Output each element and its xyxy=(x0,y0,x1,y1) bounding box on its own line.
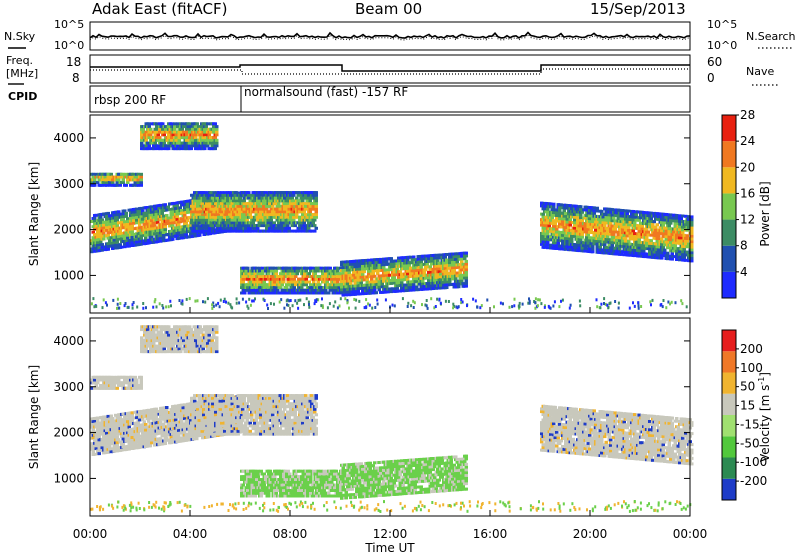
nave-label: Nave xyxy=(746,65,774,78)
nave-trace xyxy=(90,68,690,75)
noise-trace xyxy=(89,31,691,39)
velocity-colorbar-label: Velocity [m s xyxy=(758,385,772,462)
colorbar-segment xyxy=(722,351,736,373)
station-title: Adak East (fitACF) xyxy=(92,0,227,18)
colorbar-tick-label: 16 xyxy=(740,186,755,200)
beam-title: Beam 00 xyxy=(355,0,422,18)
colorbar-segment xyxy=(722,393,736,415)
x-tick-label: 16:00 xyxy=(473,527,508,541)
velocity-y-label: Slant Range [km] xyxy=(27,365,41,469)
colorbar-segment xyxy=(722,219,736,246)
x-tick-label: 12:00 xyxy=(373,527,408,541)
freq-tick-top: 18 xyxy=(66,55,81,69)
colorbar-segment xyxy=(722,457,736,479)
velocity-colorbar-label-end: ] xyxy=(758,372,772,377)
y-tick-label: 3000 xyxy=(53,177,84,191)
colorbar-tick-label: -200 xyxy=(740,474,767,488)
date-title: 15/Sep/2013 xyxy=(590,0,686,18)
colorbar-segment xyxy=(722,436,736,458)
velocity-heatmap xyxy=(90,325,694,513)
power-heatmap xyxy=(90,122,694,310)
colorbar-tick-label: 100 xyxy=(740,361,763,375)
cpid-panel: CPID rbsp 200 RF normalsound (fast) -157… xyxy=(8,83,691,113)
velocity-colorbar-label-group: Velocity [m s-1] xyxy=(757,372,772,462)
nsearch-tick-top: 10^5 xyxy=(707,18,737,31)
colorbar-segment xyxy=(722,372,736,394)
x-tick-label: 00:00 xyxy=(73,527,108,541)
power-y-label: Slant Range [km] xyxy=(27,162,41,266)
colorbar-tick-label: 12 xyxy=(740,213,755,227)
velocity-y-axis: 1000 2000 3000 4000 xyxy=(53,334,690,485)
cpid-label: CPID xyxy=(8,90,37,103)
x-tick-label: 20:00 xyxy=(573,527,608,541)
power-colorbar-label: Power [dB] xyxy=(758,181,772,246)
colorbar-segment xyxy=(722,245,736,272)
x-tick-label: 00:00 xyxy=(673,527,708,541)
y-tick-label: 2000 xyxy=(53,223,84,237)
colorbar-tick-label: 24 xyxy=(740,134,755,148)
colorbar-tick-label: 200 xyxy=(740,342,763,356)
frequency-panel: Freq. [MHz] 18 8 60 0 Nave xyxy=(6,54,780,86)
noise-search-trace xyxy=(89,33,691,41)
colorbar-tick-label: 20 xyxy=(740,160,755,174)
colorbar-segment xyxy=(722,415,736,437)
colorbar-tick-label: 50 xyxy=(740,380,755,394)
y-tick-label: 3000 xyxy=(53,380,84,394)
power-panel: 1000 2000 3000 4000 Slant Range [km] 4 8 12 16… xyxy=(27,108,772,314)
y-tick-label: 1000 xyxy=(53,268,84,282)
y-tick-label: 4000 xyxy=(53,334,84,348)
colorbar-segment xyxy=(722,115,736,142)
y-tick-label: 4000 xyxy=(53,131,84,145)
cpid-mode-2: normalsound (fast) -157 RF xyxy=(244,85,408,99)
colorbar-segment xyxy=(722,330,736,352)
colorbar-tick-label: 4 xyxy=(740,265,748,279)
noise-panel: N.Sky 10^5 10^0 10^5 10^0 N.Search xyxy=(4,18,796,52)
cpid-mode-1: rbsp 200 RF xyxy=(94,93,166,107)
colorbar-tick-label: -50 xyxy=(740,436,760,450)
velocity-panel: 1000 2000 3000 4000 Slant Range [km] 200 100… xyxy=(27,317,772,517)
nave-tick-bottom: 0 xyxy=(707,71,715,85)
y-tick-label: 1000 xyxy=(53,471,84,485)
time-axis: 00:00 04:00 08:00 12:00 16:00 20:00 00:00 xyxy=(73,307,708,541)
nsky-tick-bottom: 10^0 xyxy=(54,39,84,52)
colorbar-segment xyxy=(722,167,736,194)
nsearch-label: N.Search xyxy=(746,30,796,43)
nsearch-tick-bottom: 10^0 xyxy=(707,39,737,52)
y-tick-label: 2000 xyxy=(53,426,84,440)
time-axis-label: Time UT xyxy=(364,541,415,554)
nsky-label: N.Sky xyxy=(4,30,36,43)
colorbar-tick-label: 8 xyxy=(740,239,748,253)
freq-tick-bottom: 8 xyxy=(72,71,80,85)
colorbar-segment xyxy=(722,271,736,298)
nave-tick-top: 60 xyxy=(707,55,722,69)
colorbar-tick-label: 15 xyxy=(740,399,755,413)
x-tick-label: 08:00 xyxy=(273,527,308,541)
colorbar-segment xyxy=(722,478,736,500)
power-y-axis: 1000 2000 3000 4000 xyxy=(53,131,690,282)
nsky-tick-top: 10^5 xyxy=(54,18,84,31)
power-colorbar: 4 8 12 16 20 24 28 xyxy=(721,108,755,299)
freq-trace xyxy=(90,64,690,72)
velocity-colorbar-label-sup: -1 xyxy=(757,377,766,385)
colorbar-segment xyxy=(722,141,736,168)
colorbar-tick-label: -100 xyxy=(740,455,767,469)
colorbar-tick-label: 28 xyxy=(740,108,755,122)
colorbar-tick-label: -15 xyxy=(740,417,760,431)
colorbar-segment xyxy=(722,193,736,220)
x-tick-label: 04:00 xyxy=(173,527,208,541)
velocity-colorbar: 200 100 50 15 -15 -50 -100 -200 xyxy=(721,329,767,501)
freq-unit-label: [MHz] xyxy=(6,67,38,80)
freq-label: Freq. xyxy=(6,54,33,67)
